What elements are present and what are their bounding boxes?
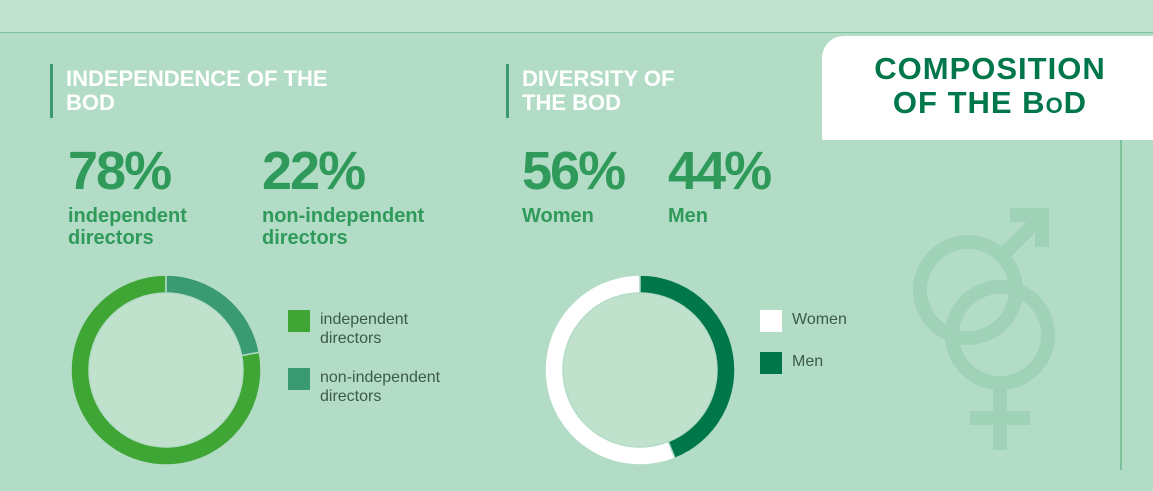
value-label: 78% <box>68 141 172 201</box>
value-label: 22% <box>262 141 366 201</box>
donut-segment <box>165 274 261 357</box>
category-label: Women <box>522 205 594 227</box>
top-strip <box>0 0 1153 33</box>
gender-icon <box>913 208 1055 450</box>
donut-segment <box>639 274 736 460</box>
header-box: COMPOSITION OF THE BoD <box>822 36 1153 140</box>
category-label: non-independent directors <box>262 205 425 249</box>
category-label: Men <box>668 205 708 227</box>
legend-label: Men <box>792 353 824 370</box>
donut-segment <box>70 274 262 466</box>
divider <box>1120 140 1122 470</box>
value-label: 44% <box>668 141 772 201</box>
legend-swatch <box>288 310 310 332</box>
legend-label: independent directors <box>320 311 409 347</box>
chart-title: INDEPENDENCE OF THE BOD <box>66 66 328 115</box>
value-label: 56% <box>522 141 626 201</box>
donut-hole <box>89 293 243 447</box>
title-bar <box>506 64 509 118</box>
legend-swatch <box>288 368 310 390</box>
legend-label: non-independent directors <box>320 369 441 405</box>
legend-swatch <box>760 310 782 332</box>
header: COMPOSITION OF THE BoD <box>874 51 1106 120</box>
legend-label: Women <box>792 311 847 328</box>
legend-swatch <box>760 352 782 374</box>
chart-title: DIVERSITY OF THE BOD <box>522 66 675 115</box>
title-bar <box>50 64 53 118</box>
category-label: independent directors <box>68 205 187 249</box>
donut-hole <box>563 293 717 447</box>
